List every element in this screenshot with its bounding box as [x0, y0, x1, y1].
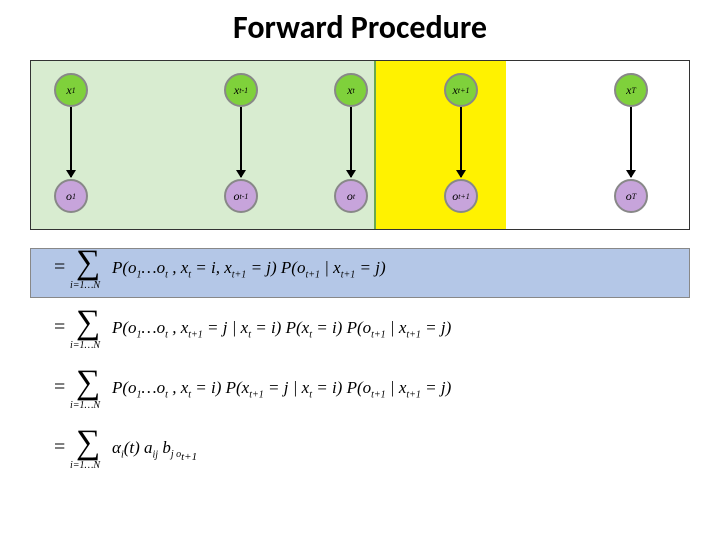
equation-body: P(o1…ot , xt+1 = j | xt = i) P(xt = i) P…	[112, 318, 451, 340]
observation-node: o1	[54, 179, 88, 213]
observation-node: ot+1	[444, 179, 478, 213]
state-node: xt	[334, 73, 368, 107]
equation-line: = ∑i=1…N P(o1…ot , xt = i, xt+1 = j) P(ot+…	[30, 242, 690, 302]
emission-arrow	[350, 107, 352, 177]
equation-line: = ∑i=1…N αi(t) aij bj ot+1	[30, 422, 690, 482]
sigma-symbol: ∑	[76, 364, 100, 402]
sigma-symbol: ∑	[76, 244, 100, 282]
current-zone	[376, 61, 506, 229]
sigma-symbol: ∑	[76, 424, 100, 462]
emission-arrow	[70, 107, 72, 177]
observation-node: oT	[614, 179, 648, 213]
observation-node: ot	[334, 179, 368, 213]
equation-body: αi(t) aij bj ot+1	[112, 438, 197, 463]
sigma-range: i=1…N	[70, 400, 100, 411]
equals-sign: =	[54, 436, 65, 459]
equals-sign: =	[54, 256, 65, 279]
state-node: xT	[614, 73, 648, 107]
state-node: xt+1	[444, 73, 478, 107]
equation-line: = ∑i=1…N P(o1…ot , xt = i) P(xt+1 = j | xt…	[30, 362, 690, 422]
equation-body: P(o1…ot , xt = i) P(xt+1 = j | xt = i) P…	[112, 378, 451, 400]
sigma-symbol: ∑	[76, 304, 100, 342]
emission-arrow	[460, 107, 462, 177]
equation-line: = ∑i=1…N P(o1…ot , xt+1 = j | xt = i) P(xt…	[30, 302, 690, 362]
page-title: Forward Procedure	[0, 8, 720, 47]
sigma-range: i=1…N	[70, 340, 100, 351]
emission-arrow	[630, 107, 632, 177]
state-node: x1	[54, 73, 88, 107]
equals-sign: =	[54, 376, 65, 399]
state-node: xt-1	[224, 73, 258, 107]
observation-node: ot-1	[224, 179, 258, 213]
sigma-range: i=1…N	[70, 280, 100, 291]
equation-body: P(o1…ot , xt = i, xt+1 = j) P(ot+1 | xt+…	[112, 258, 386, 280]
equals-sign: =	[54, 316, 65, 339]
emission-arrow	[240, 107, 242, 177]
equations: =∑i=1…NP(o1…ot , xt = i, xt+1 = j) P(ot+…	[30, 242, 690, 482]
sigma-range: i=1…N	[70, 460, 100, 471]
hmm-diagram: x1 o1 xt-1 ot-1 xt ot xt+1 ot+1 xT oT	[30, 60, 690, 230]
